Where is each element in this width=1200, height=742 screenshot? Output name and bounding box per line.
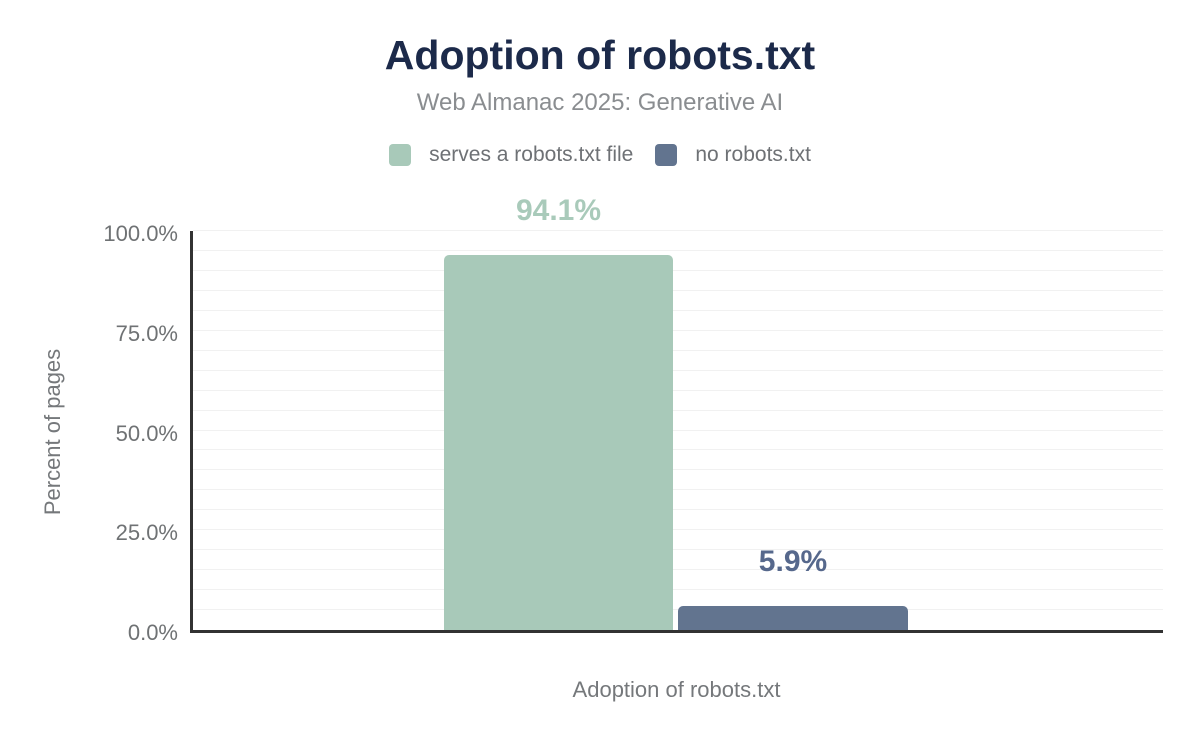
gridline-45pct	[193, 449, 1163, 451]
legend-label-no-robots: no robots.txt	[695, 143, 811, 166]
legend-item-serves-robots-txt: serves a robots.txt file	[389, 143, 633, 167]
legend-item-no-robots-txt: no robots.txt	[655, 143, 811, 167]
y-tick-label-0: 0.0%	[127, 620, 178, 645]
y-tick-label-75: 75.0%	[115, 320, 178, 346]
y-tick-label-100: 100.0%	[103, 221, 178, 246]
legend-label-serves: serves a robots.txt file	[429, 143, 634, 166]
gridline-15pct	[193, 569, 1163, 571]
gridline-100pct	[193, 230, 1163, 231]
gridline-80pct	[193, 309, 1163, 311]
chart-title: Adoption of robots.txt	[384, 32, 816, 78]
legend-swatch-no-robots-icon	[655, 144, 678, 166]
gridline-40pct	[193, 469, 1163, 471]
gridline-75pct	[193, 329, 1163, 331]
gridline-20pct	[193, 549, 1163, 551]
bar-no-robots-txt	[678, 606, 908, 630]
gridline-35pct	[193, 489, 1163, 491]
gridline-95pct	[193, 249, 1163, 251]
gridline-30pct	[193, 509, 1163, 511]
bar-value-label-no-robots-txt: 5.9%	[758, 545, 828, 579]
gridline-90pct	[193, 269, 1163, 271]
gridline-25pct	[193, 529, 1163, 531]
legend: serves a robots.txt file no robots.txt	[0, 143, 1200, 167]
y-tick-label-25: 25.0%	[115, 520, 178, 546]
plot-area	[190, 230, 1163, 633]
chart-subtitle: Web Almanac 2025: Generative AI	[416, 89, 784, 116]
bar-value-label-serves-robots-txt: 94.1%	[515, 193, 602, 227]
gridline-70pct	[193, 349, 1163, 351]
gridline-60pct	[193, 389, 1163, 391]
gridline-10pct	[193, 589, 1163, 591]
gridline-65pct	[193, 369, 1163, 371]
x-axis-title: Adoption of robots.txt	[572, 677, 781, 702]
gridline-50pct	[193, 429, 1163, 431]
legend-swatch-serves-icon	[389, 144, 412, 166]
y-tick-label-50: 50.0%	[115, 420, 178, 446]
gridline-55pct	[193, 409, 1163, 411]
bar-serves-robots-txt	[444, 254, 673, 630]
gridline-85pct	[193, 289, 1163, 291]
